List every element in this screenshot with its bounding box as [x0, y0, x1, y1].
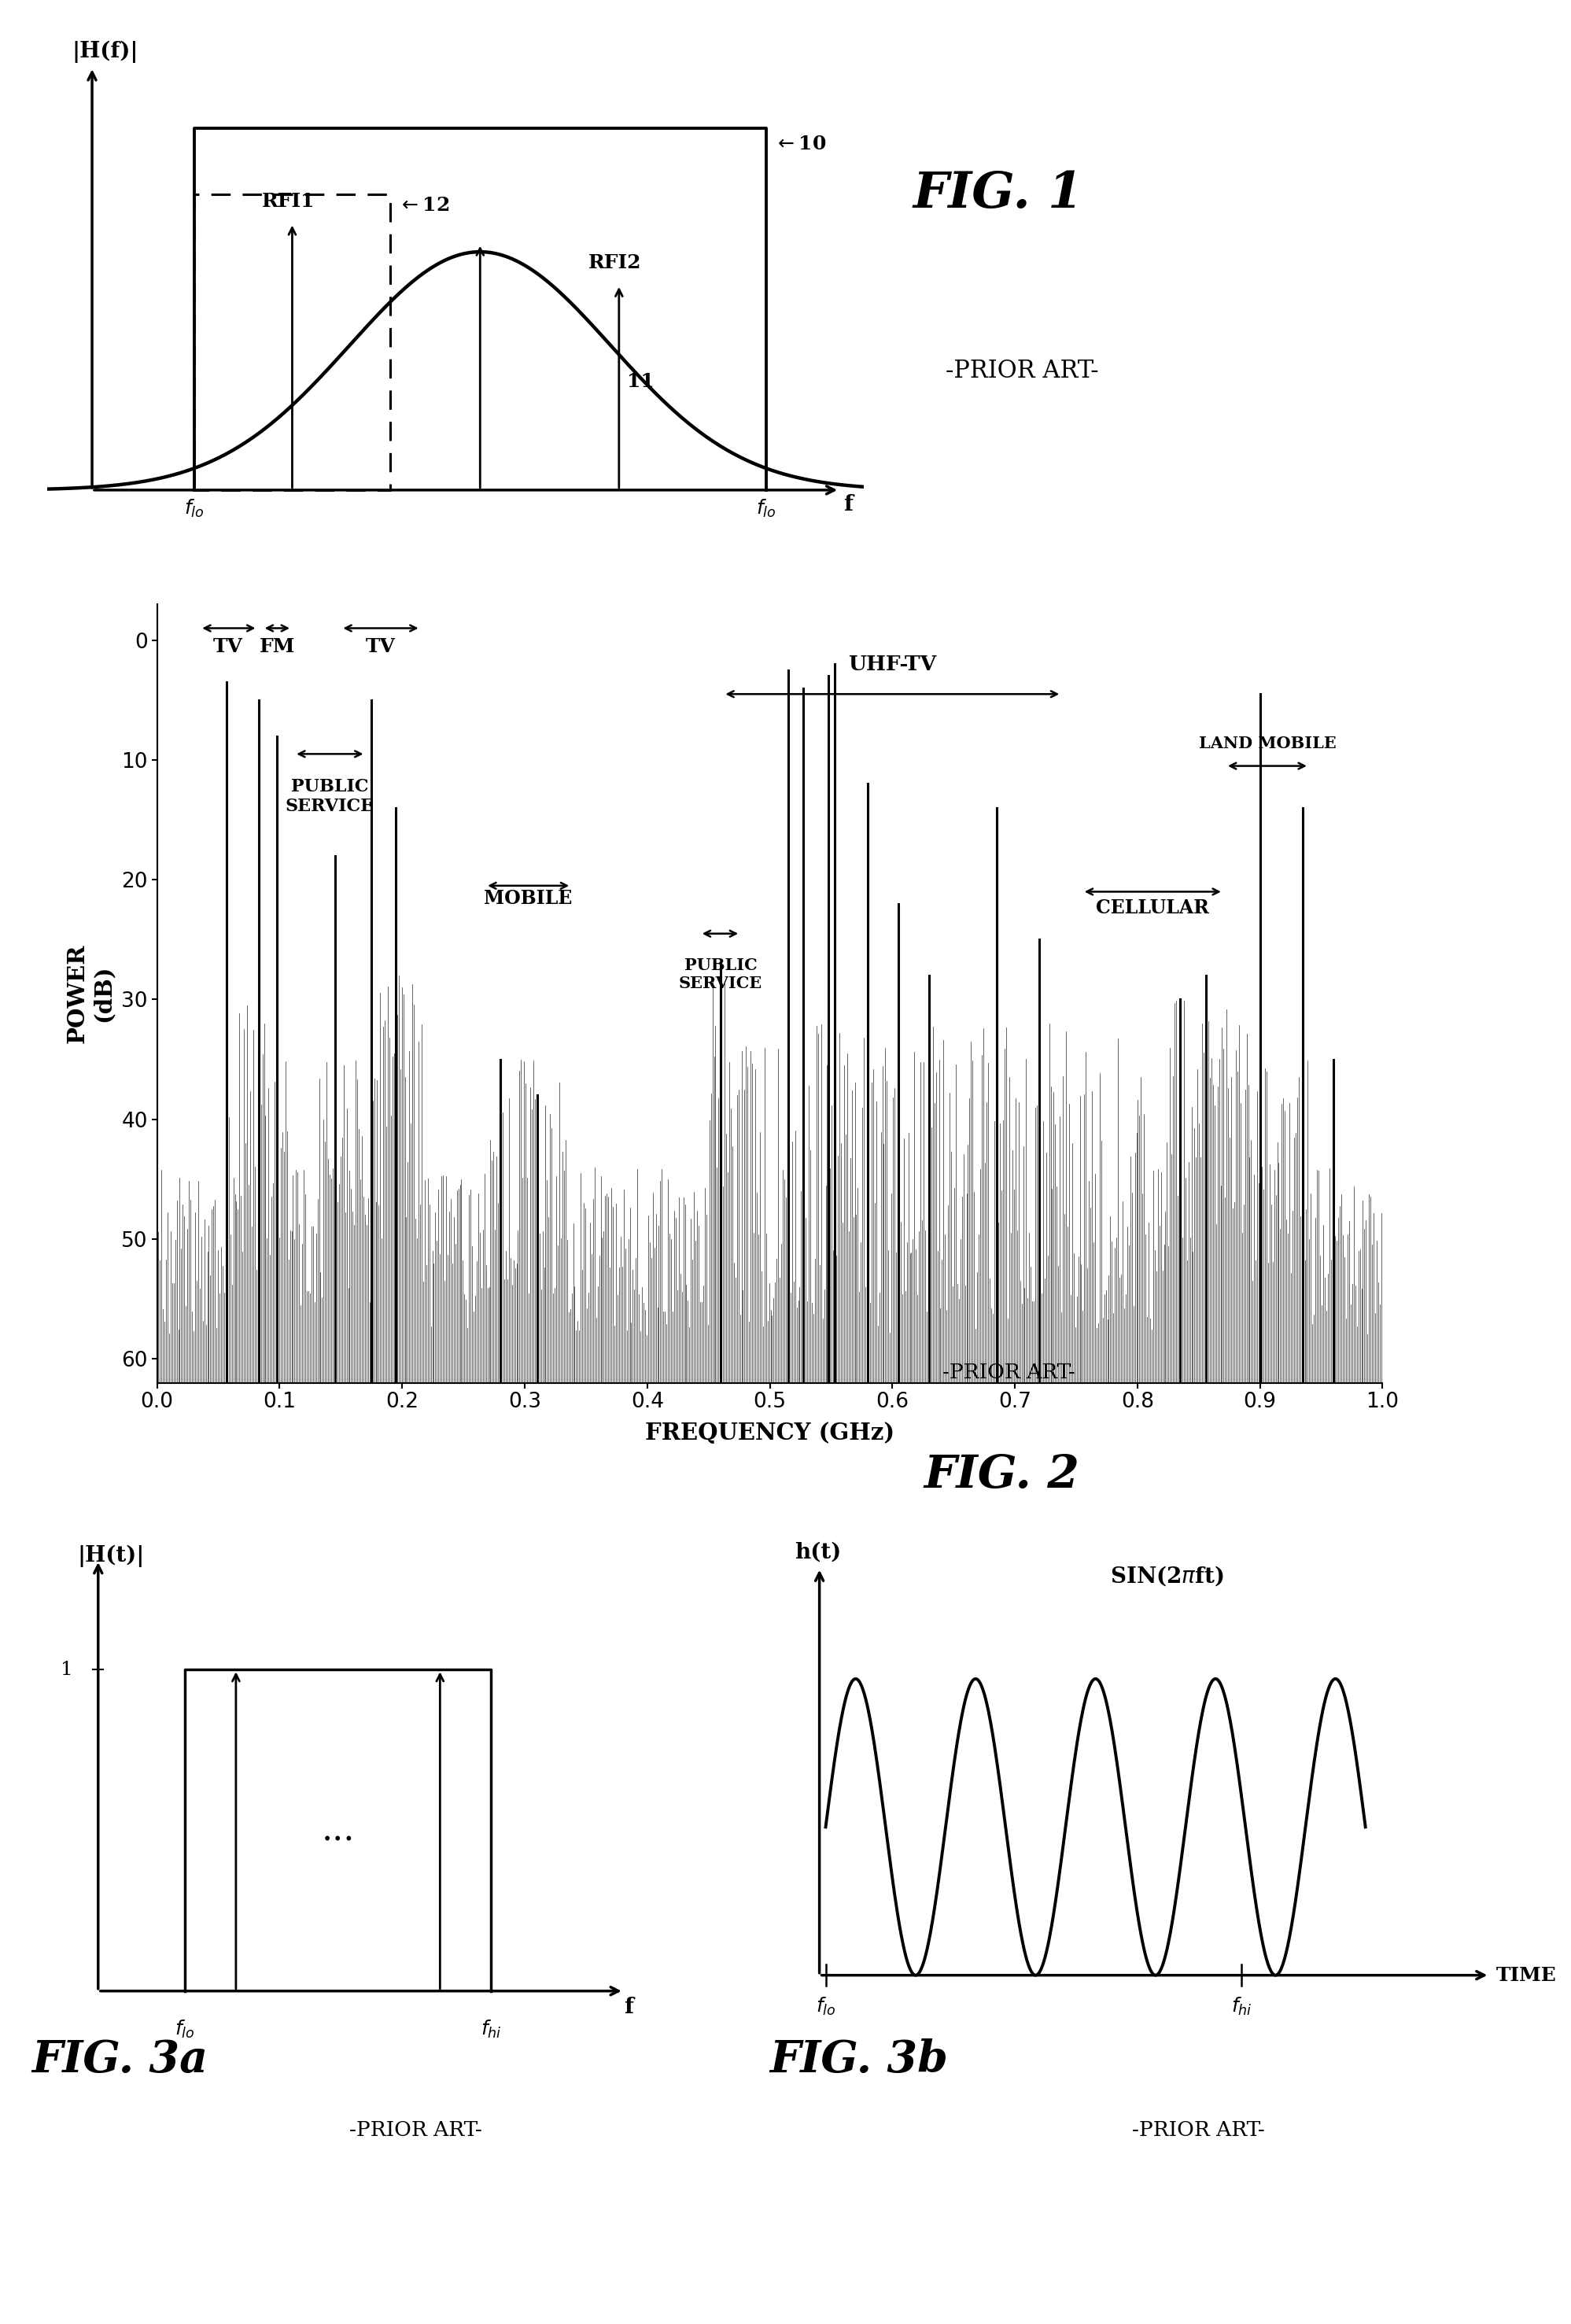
- Text: f: f: [624, 1996, 633, 2017]
- Text: LAND MOBILE: LAND MOBILE: [1199, 734, 1335, 751]
- Text: FIG. 3a: FIG. 3a: [31, 2038, 207, 2082]
- Text: $\leftarrow$10: $\leftarrow$10: [775, 135, 826, 153]
- Text: f: f: [844, 495, 853, 516]
- Text: $f_{lo}$: $f_{lo}$: [815, 1996, 836, 2017]
- Text: -PRIOR ART-: -PRIOR ART-: [1131, 2119, 1265, 2140]
- Text: $\leftarrow$12: $\leftarrow$12: [399, 195, 449, 214]
- X-axis label: FREQUENCY (GHz): FREQUENCY (GHz): [646, 1422, 894, 1443]
- Text: FIG. 2: FIG. 2: [924, 1452, 1079, 1497]
- Text: TV: TV: [214, 637, 244, 655]
- Text: SIN(2$\pi$ft): SIN(2$\pi$ft): [1111, 1564, 1224, 1587]
- Text: -PRIOR ART-: -PRIOR ART-: [946, 358, 1098, 383]
- Text: MOBILE: MOBILE: [484, 888, 572, 909]
- Text: $f_{hi}$: $f_{hi}$: [1230, 1996, 1252, 2017]
- Text: $f_{hi}$: $f_{hi}$: [481, 2017, 501, 2040]
- Text: FIG. 3b: FIG. 3b: [770, 2038, 949, 2082]
- Y-axis label: POWER
(dB): POWER (dB): [66, 944, 115, 1043]
- Text: RFI2: RFI2: [588, 253, 641, 272]
- Text: -PRIOR ART-: -PRIOR ART-: [349, 2119, 482, 2140]
- Text: $f_{lo}$: $f_{lo}$: [756, 497, 776, 521]
- Text: -PRIOR ART-: -PRIOR ART-: [943, 1362, 1076, 1383]
- Text: |H(t)|: |H(t)|: [77, 1545, 145, 1566]
- Text: $f_{lo}$: $f_{lo}$: [184, 497, 204, 521]
- Text: ...: ...: [322, 1813, 355, 1848]
- Text: |H(f)|: |H(f)|: [72, 40, 138, 63]
- Text: 1: 1: [60, 1662, 72, 1678]
- Text: $f_{lo}$: $f_{lo}$: [174, 2017, 195, 2040]
- Text: PUBLIC
SERVICE: PUBLIC SERVICE: [679, 957, 762, 992]
- Text: FIG. 1: FIG. 1: [913, 170, 1082, 218]
- Text: UHF-TV: UHF-TV: [848, 655, 936, 674]
- Text: PUBLIC
SERVICE: PUBLIC SERVICE: [286, 779, 374, 816]
- Text: RFI1: RFI1: [261, 191, 314, 211]
- Text: TIME: TIME: [1496, 1966, 1557, 1985]
- Text: h(t): h(t): [795, 1543, 840, 1564]
- Text: FM: FM: [259, 637, 295, 655]
- Text: CELLULAR: CELLULAR: [1095, 899, 1208, 918]
- Text: 11: 11: [627, 372, 655, 390]
- Text: TV: TV: [364, 637, 394, 655]
